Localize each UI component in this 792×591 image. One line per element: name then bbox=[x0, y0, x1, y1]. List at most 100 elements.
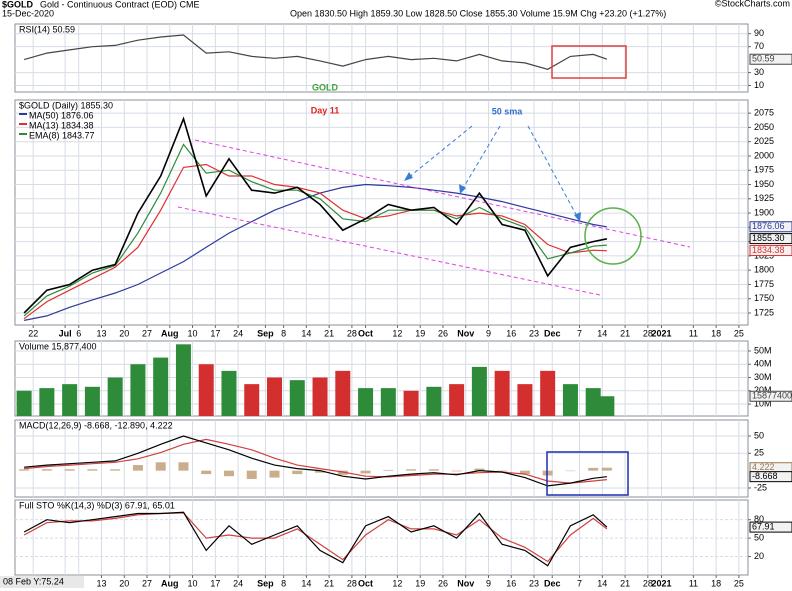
x-tick-label: 25 bbox=[734, 578, 744, 588]
value-tag-label: 1876.06 bbox=[752, 221, 785, 231]
x-tick-label: 6 bbox=[76, 328, 81, 338]
x-tick-label: 14 bbox=[597, 328, 607, 338]
y-tick-label: 1975 bbox=[754, 165, 774, 175]
panel-title: MACD(12,26,9) -8.668, -12.890, 4.222 bbox=[19, 420, 173, 430]
bar bbox=[267, 377, 283, 416]
cursor-readout: 08 Feb Y:75.24 bbox=[3, 576, 64, 586]
x-tick-label: 18 bbox=[711, 578, 721, 588]
x-tick-label: 2021 bbox=[651, 578, 671, 588]
value-tag bbox=[749, 53, 792, 65]
bar bbox=[315, 470, 326, 473]
x-tick-label: 18 bbox=[711, 328, 721, 338]
legend-swatch bbox=[19, 133, 27, 135]
y-tick-label: 40M bbox=[754, 359, 772, 369]
x-tick-label: 16 bbox=[506, 328, 516, 338]
bar bbox=[87, 469, 98, 471]
highlight-box bbox=[551, 45, 627, 79]
x-tick-label: 26 bbox=[438, 328, 448, 338]
x-tick-label: 10 bbox=[188, 328, 198, 338]
x-tick-label: 9 bbox=[486, 578, 491, 588]
y-tick-label: 1750 bbox=[754, 293, 774, 303]
instrument-name: Gold - Continuous Contract (EOD) CME bbox=[40, 0, 200, 9]
bar bbox=[198, 364, 214, 416]
symbol: $GOLD bbox=[2, 0, 34, 9]
x-tick-label: 16 bbox=[506, 578, 516, 588]
series-line bbox=[23, 34, 608, 70]
x-tick-label: 17 bbox=[210, 328, 220, 338]
bar bbox=[403, 390, 419, 416]
bar bbox=[289, 380, 305, 416]
bar bbox=[585, 388, 601, 416]
x-tick-label: Jul bbox=[59, 328, 72, 338]
y-tick-label: 50 bbox=[754, 532, 764, 542]
readout-box bbox=[0, 576, 84, 588]
y-tick-label: 20 bbox=[754, 551, 764, 561]
panel-frame bbox=[14, 99, 749, 326]
bar bbox=[517, 384, 533, 416]
trendline bbox=[177, 206, 601, 296]
y-tick-label: 1925 bbox=[754, 193, 774, 203]
bar bbox=[292, 470, 303, 475]
arrows bbox=[407, 125, 579, 219]
x-tick-label: 19 bbox=[415, 578, 425, 588]
x-tick-label: 27 bbox=[142, 578, 152, 588]
x-tick-label: 28 bbox=[643, 328, 653, 338]
bar bbox=[360, 470, 371, 474]
series-line bbox=[23, 143, 607, 317]
x-tick-label: 11 bbox=[689, 578, 698, 588]
bar bbox=[540, 370, 556, 416]
bar bbox=[41, 469, 52, 471]
y-tick-label: 80 bbox=[754, 514, 764, 524]
x-tick-label: 27 bbox=[142, 328, 152, 338]
date: 15-Dec-2020 bbox=[2, 8, 54, 18]
series-line bbox=[23, 116, 608, 314]
x-tick-label: 20 bbox=[119, 578, 129, 588]
highlight-box bbox=[546, 451, 629, 496]
legend-entry: EMA(8) 1843.77 bbox=[29, 130, 95, 140]
bar bbox=[383, 469, 394, 471]
x-tick-label: Dec bbox=[544, 328, 561, 338]
x-tick-label: 28 bbox=[347, 578, 357, 588]
x-tick-label: 10 bbox=[188, 578, 198, 588]
y-tick-label: 30 bbox=[754, 67, 764, 77]
legend-entry: MA(50) 1876.06 bbox=[29, 110, 94, 120]
panel-title: Full STO %K(14,3) %D(3) 67.91, 65.01 bbox=[19, 500, 175, 510]
legend-swatch bbox=[19, 113, 27, 115]
value-tag bbox=[749, 471, 792, 483]
y-tick-label: 2075 bbox=[754, 108, 774, 118]
bar bbox=[519, 470, 530, 475]
bar bbox=[155, 462, 166, 471]
x-tick-label: 13 bbox=[96, 328, 106, 338]
y-tick-label: 90 bbox=[754, 28, 764, 38]
bar bbox=[84, 386, 100, 416]
bar bbox=[201, 470, 212, 475]
x-tick-label: Oct bbox=[358, 578, 373, 588]
bar bbox=[269, 470, 280, 478]
bar bbox=[474, 468, 485, 471]
x-tick-label: 14 bbox=[301, 578, 311, 588]
x-tick-label: 12 bbox=[392, 328, 402, 338]
x-tick-label: Nov bbox=[457, 328, 474, 338]
bar bbox=[130, 364, 146, 416]
x-tick-label: 26 bbox=[438, 578, 448, 588]
trendline bbox=[194, 139, 691, 248]
y-tick-label: 10M bbox=[754, 398, 772, 408]
y-tick-label: 1950 bbox=[754, 179, 774, 189]
series-line bbox=[24, 438, 607, 484]
bar bbox=[132, 465, 143, 471]
bar bbox=[494, 370, 510, 416]
y-tick-label: 50M bbox=[754, 345, 772, 355]
series-line bbox=[23, 511, 608, 567]
x-tick-label: 24 bbox=[233, 578, 243, 588]
bar bbox=[16, 390, 32, 416]
quote: Open 1830.50 High 1859.30 Low 1828.50 Cl… bbox=[290, 8, 666, 18]
bar bbox=[107, 377, 123, 416]
x-tick-label: Sep bbox=[257, 328, 274, 338]
x-tick-label: 21 bbox=[620, 578, 630, 588]
x-tick-label: 22 bbox=[28, 328, 38, 338]
x-tick-label: 7 bbox=[577, 328, 582, 338]
x-tick-label: 11 bbox=[689, 328, 698, 338]
panel-title: RSI(14) 50.59 bbox=[19, 24, 75, 34]
